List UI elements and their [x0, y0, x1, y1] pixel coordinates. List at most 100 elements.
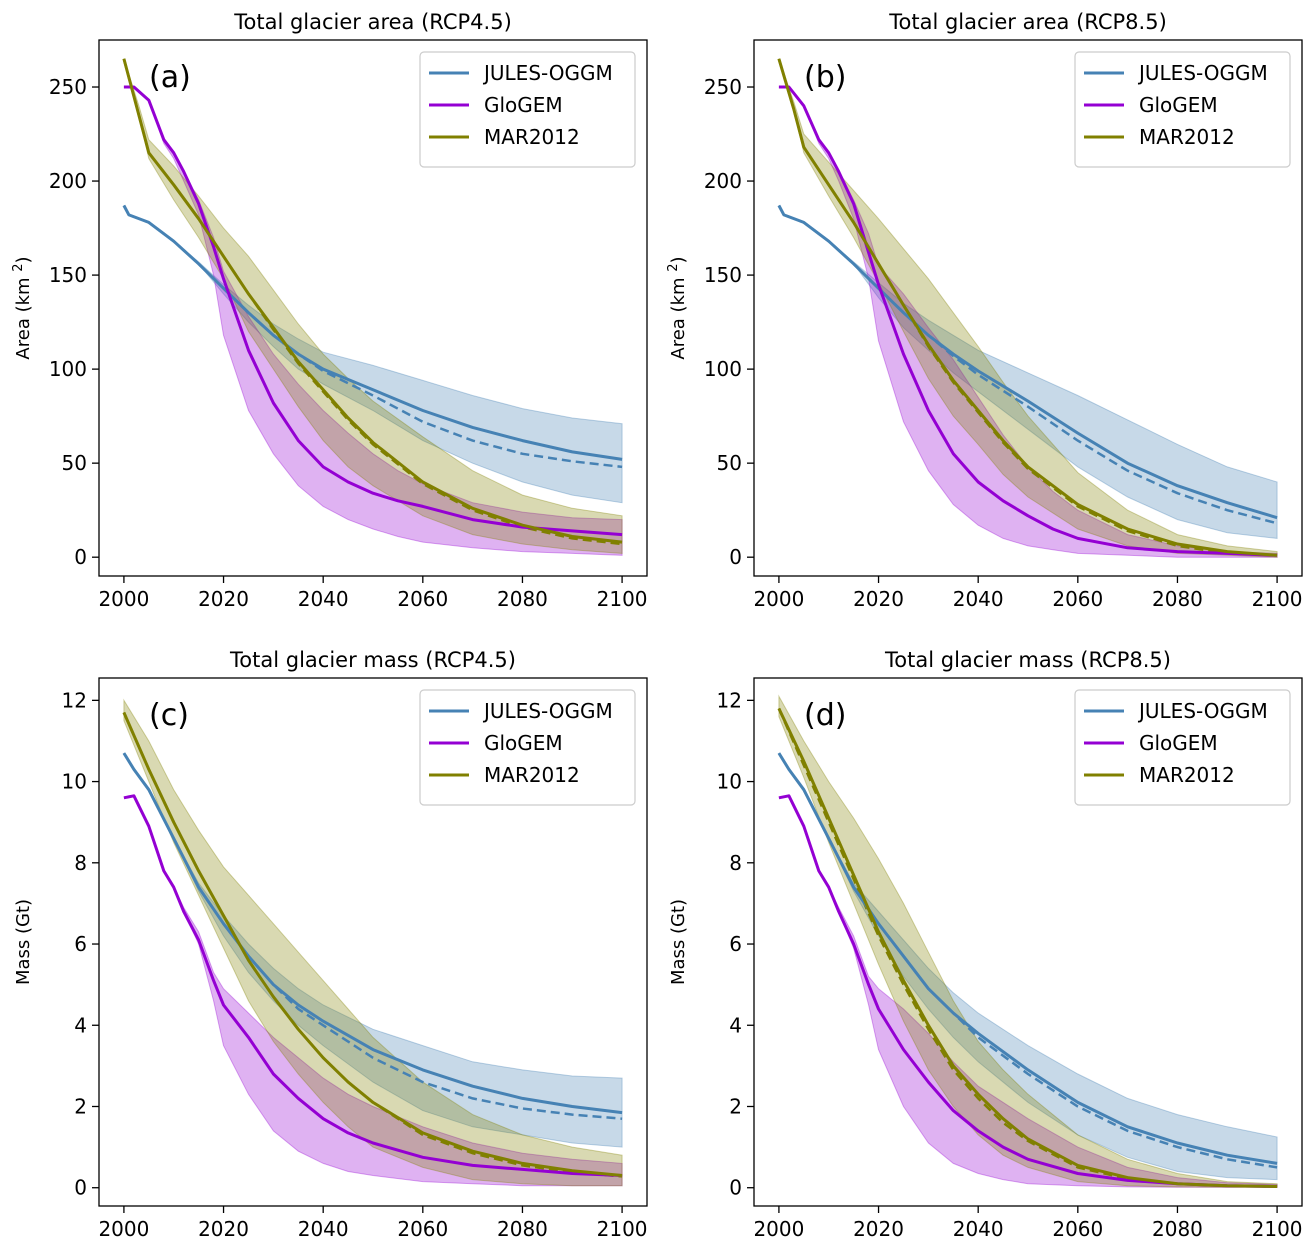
y-tick-label: 50	[717, 451, 742, 475]
x-tick-label: 2100	[1252, 1217, 1303, 1241]
legend: JULES-OGGM GloGEM MAR2012	[1074, 689, 1291, 806]
y-tick-label: 0	[729, 545, 742, 569]
y-axis-label: Mass (Gt)	[13, 899, 34, 985]
x-tick-label: 2100	[597, 1217, 648, 1241]
y-tick-label: 4	[74, 1013, 87, 1037]
x-tick-label: 2000	[98, 587, 149, 611]
x-tick-label: 2000	[98, 1217, 149, 1241]
y-tick-label: 8	[729, 851, 742, 875]
legend-label: JULES-OGGM	[482, 699, 613, 723]
series-line-jules-oggm	[777, 204, 1278, 520]
y-tick-label: 6	[729, 932, 742, 956]
y-tick-label: 250	[704, 75, 742, 99]
y-tick-label: 12	[717, 688, 742, 712]
series-line-glogem	[123, 85, 623, 537]
y-tick-label: 0	[729, 1176, 742, 1200]
y-tick-label: 2	[729, 1094, 742, 1118]
y-tick-label: 4	[729, 1013, 742, 1037]
axes-frame	[98, 39, 648, 577]
x-tick-label: 2080	[1152, 587, 1203, 611]
y-tick-label: 250	[49, 75, 87, 99]
legend-label: JULES-OGGM	[482, 61, 613, 85]
x-tick-label: 2040	[298, 1217, 349, 1241]
y-tick-label: 200	[49, 169, 87, 193]
x-tick-label: 2020	[198, 1217, 249, 1241]
x-tick-label: 2000	[753, 587, 804, 611]
y-tick-label: 100	[49, 357, 87, 381]
series-line-jules-oggm	[777, 752, 1278, 1165]
chart-title: Total glacier mass (RCP8.5)	[884, 648, 1171, 672]
x-tick-label: 2000	[753, 1217, 804, 1241]
panel-a: Total glacier area (RCP4.5) 2000 2020 2040 2…	[11, 10, 648, 611]
axes-frame	[753, 677, 1303, 1207]
legend-box	[419, 51, 636, 168]
y-tick-label: 50	[62, 451, 87, 475]
series-line-mar2012	[777, 58, 1278, 557]
legend-box	[419, 689, 636, 806]
y-tick-label: 0	[74, 1176, 87, 1200]
series-line-glogem	[123, 794, 623, 1177]
x-tick-label: 2060	[397, 1217, 448, 1241]
axes-frame	[98, 677, 648, 1207]
legend-label: JULES-OGGM	[1137, 61, 1268, 85]
chart-title: Total glacier area (RCP8.5)	[888, 10, 1167, 34]
panel-c: Total glacier mass (RCP4.5) 2000 2020 2040 2…	[13, 648, 648, 1241]
x-tick-label: 2060	[1052, 1217, 1103, 1241]
plot-area	[777, 694, 1278, 1188]
panel-d: Total glacier mass (RCP8.5) 2000 2020 2040 2…	[668, 648, 1303, 1241]
x-tick-label: 2020	[853, 587, 904, 611]
x-tick-label: 2040	[953, 587, 1004, 611]
legend-label: MAR2012	[1139, 125, 1235, 149]
series-line-mar2012	[777, 707, 1278, 1188]
legend-label: GloGEM	[1139, 731, 1218, 755]
legend: JULES-OGGM GloGEM MAR2012	[419, 689, 636, 806]
y-tick-label: 8	[74, 851, 87, 875]
legend: JULES-OGGM GloGEM MAR2012	[1074, 51, 1291, 168]
legend-box	[1074, 51, 1291, 168]
x-tick-label: 2060	[1052, 587, 1103, 611]
x-tick-label: 2060	[397, 587, 448, 611]
y-tick-label: 150	[704, 263, 742, 287]
y-tick-label: 12	[62, 688, 87, 712]
legend-box	[1074, 689, 1291, 806]
axes-frame	[753, 39, 1303, 577]
panel-b: Total glacier area (RCP8.5)2000 2020 2040 2…	[666, 10, 1303, 611]
x-tick-label: 2080	[497, 587, 548, 611]
y-axis-label: Area (km 2)	[11, 256, 34, 359]
plot-area	[122, 58, 623, 556]
plot-area	[122, 698, 623, 1187]
panel-label: (b)	[804, 60, 846, 95]
x-tick-label: 2040	[953, 1217, 1004, 1241]
series-line-mar2012	[122, 711, 623, 1177]
x-tick-label: 2080	[497, 1217, 548, 1241]
y-axis-label: Area (km 2)	[666, 256, 689, 359]
legend-label: JULES-OGGM	[1137, 699, 1268, 723]
chart-title: Total glacier mass (RCP4.5)	[229, 648, 516, 672]
x-tick-label: 2100	[597, 587, 648, 611]
y-tick-label: 2	[74, 1094, 87, 1118]
series-line-mar2012	[122, 58, 623, 544]
plot-area	[777, 58, 1278, 558]
series-line-glogem	[778, 85, 1278, 557]
x-tick-label: 2040	[298, 587, 349, 611]
x-tick-label: 2080	[1152, 1217, 1203, 1241]
legend: JULES-OGGM GloGEM MAR2012	[419, 51, 636, 168]
band-jules-oggm	[778, 205, 1278, 539]
x-tick-label: 2020	[198, 587, 249, 611]
legend-label: GloGEM	[484, 731, 563, 755]
band-mar2012	[778, 694, 1278, 1188]
legend-label: MAR2012	[1139, 763, 1235, 787]
y-axis-label: Mass (Gt)	[668, 899, 689, 985]
legend-label: MAR2012	[484, 763, 580, 787]
y-tick-label: 6	[74, 932, 87, 956]
legend-label: GloGEM	[1139, 93, 1218, 117]
chart-title: Total glacier area (RCP4.5)	[233, 10, 512, 34]
panel-label: (a)	[149, 60, 191, 95]
y-tick-label: 150	[49, 263, 87, 287]
band-mar2012	[123, 698, 623, 1187]
band-glogem	[123, 86, 623, 556]
y-tick-label: 200	[704, 169, 742, 193]
x-tick-label: 2100	[1252, 587, 1303, 611]
legend-label: GloGEM	[484, 93, 563, 117]
